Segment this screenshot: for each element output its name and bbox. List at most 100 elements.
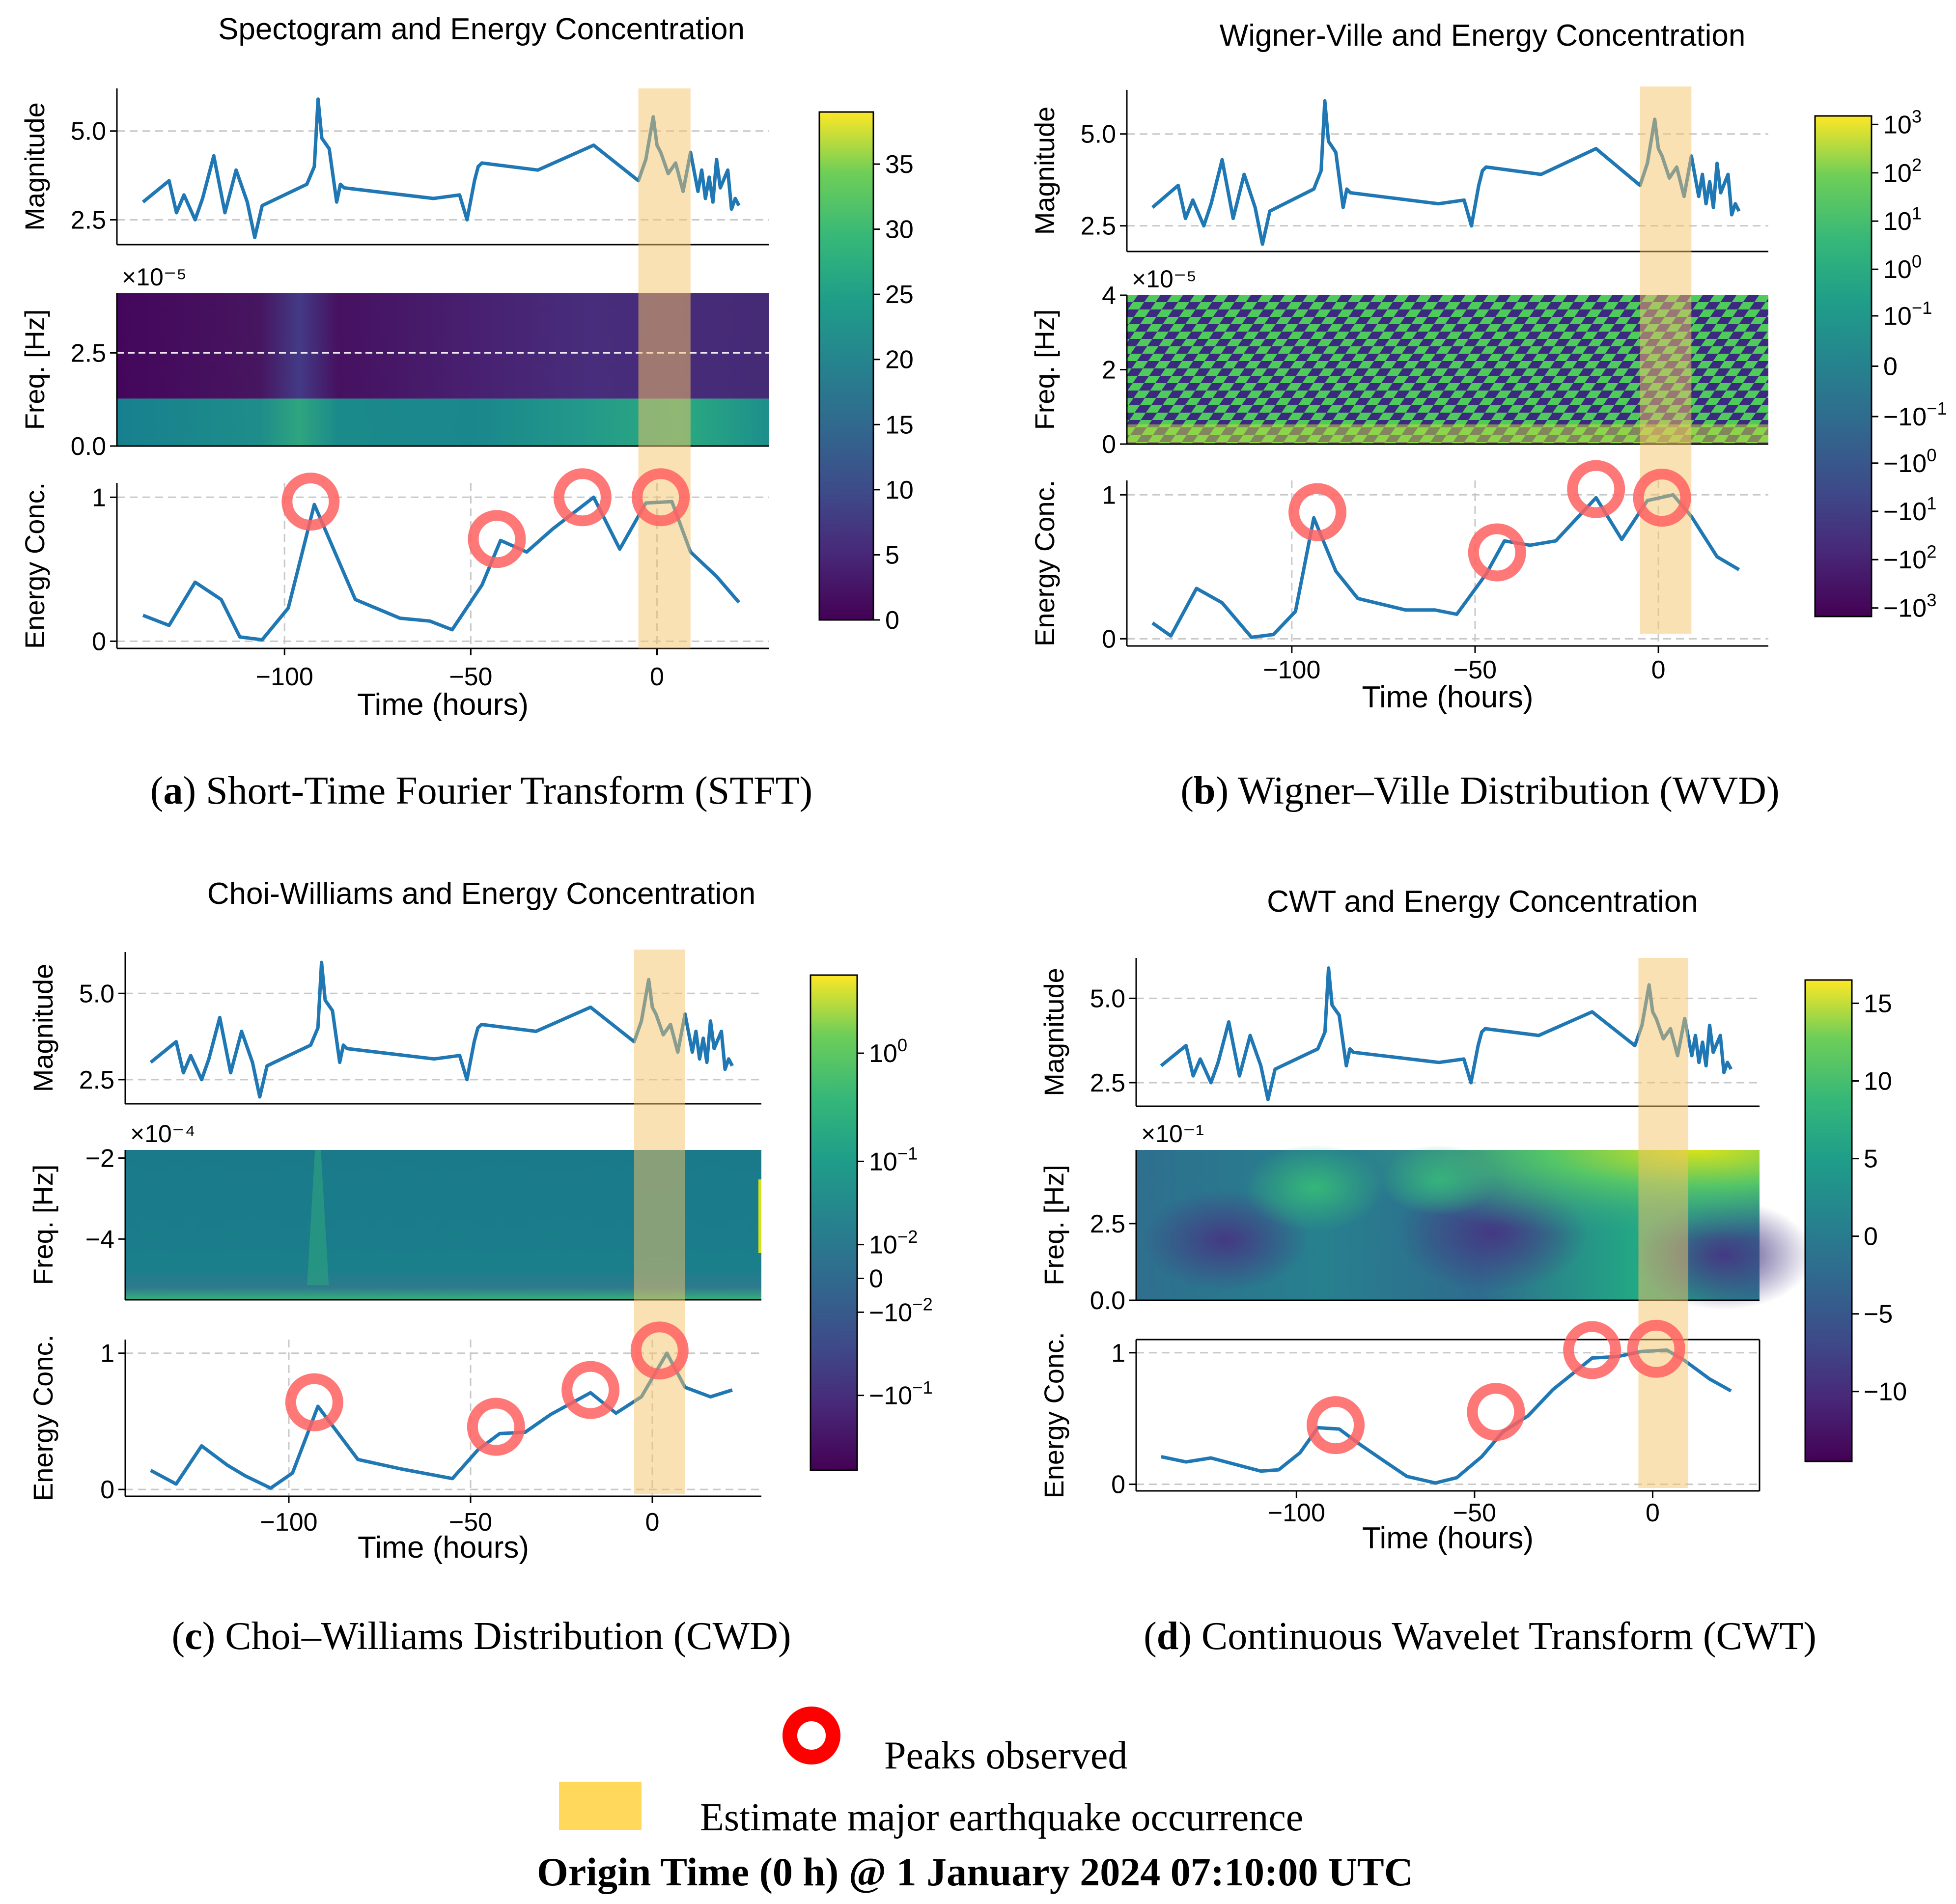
colorbar-tick-label: 0 [1864, 1223, 1878, 1251]
x-tick-label: −50 [449, 663, 492, 691]
peak-marker [632, 468, 690, 527]
magnitude-ylabel: Magnitude [28, 964, 58, 1092]
peak-legend-marker [782, 1707, 840, 1764]
energy-ylabel: Energy Conc. [28, 1335, 58, 1501]
panel-caption: (a) Short-Time Fourier Transform (STFT) [150, 769, 812, 812]
y-tick-label: 0 [1111, 1471, 1125, 1499]
panel-caption: (c) Choi–Williams Distribution (CWD) [171, 1615, 791, 1658]
peak-marker [1563, 1321, 1621, 1379]
y-tick-label: −2 [85, 1144, 114, 1173]
legend: Peaks observed Estimate major earthquake … [537, 1707, 1413, 1894]
colorbar-tick-label: 35 [885, 150, 914, 179]
tf-exponent-label: ×10⁻⁵ [1132, 265, 1197, 293]
colorbar-gradient [1804, 979, 1853, 1462]
tf-exponent-label: ×10⁻⁴ [130, 1120, 196, 1148]
y-tick-label: 1 [92, 483, 106, 512]
colorbar-tick-label: 10 [885, 476, 914, 504]
colorbar-tick-label: 30 [885, 216, 914, 244]
magnitude-subplot: 2.5 5.0 Magnitude [19, 88, 769, 246]
chart-title: CWT and Energy Concentration [1267, 885, 1698, 919]
colorbar-tick-label: 25 [885, 280, 914, 309]
colorbar-tick-label: 101 [1883, 203, 1922, 236]
colorbar-tick-label: −102 [1883, 541, 1936, 574]
x-tick-label: −50 [1453, 1499, 1496, 1527]
origin-time-text: Origin Time (0 h) @ 1 January 2024 07:10… [537, 1849, 1413, 1894]
earthquake-band [638, 88, 691, 648]
y-tick-label: 2.5 [71, 339, 106, 367]
cwd-edge-high [758, 1179, 761, 1253]
earthquake-legend-label: Estimate major earthquake occurrence [700, 1796, 1303, 1839]
peak-marker [1307, 1396, 1365, 1455]
y-tick-label: 2.5 [1090, 1069, 1125, 1097]
colorbar-tick-label: −10 [1864, 1378, 1907, 1406]
y-tick-label: 2.5 [1081, 212, 1116, 241]
x-axis-label: Time (hours) [1362, 1521, 1534, 1555]
panel-caption: (b) Wigner–Ville Distribution (WVD) [1180, 769, 1779, 812]
colorbar-tick-label: 20 [885, 346, 914, 374]
peak-marker [553, 468, 612, 527]
peak-marker [1567, 460, 1625, 518]
y-tick-label: 0 [100, 1476, 114, 1504]
y-tick-label: 1 [1102, 481, 1116, 509]
peaks-legend-label: Peaks observed [884, 1734, 1127, 1777]
colorbar-tick-label: 0 [885, 606, 899, 635]
colorbar: 100 10−1 10−2 0−10−2 −10−1 [810, 974, 933, 1471]
colorbar-tick-label: 5 [1864, 1145, 1878, 1174]
colorbar-tick-label: 10−1 [869, 1143, 918, 1176]
colorbar-tick-label: 5 [885, 541, 899, 569]
x-tick-label: −50 [1453, 656, 1497, 684]
y-tick-label: 0.0 [71, 432, 106, 461]
y-tick-label: 2.5 [1090, 1210, 1125, 1238]
earthquake-band [1638, 958, 1688, 1488]
tf-ylabel: Freq. [Hz] [1038, 1165, 1069, 1286]
energy-ylabel: Energy Conc. [1029, 480, 1060, 646]
magnitude-series-line [141, 97, 741, 239]
colorbar-tick-label: 10−1 [1883, 298, 1932, 331]
panel-cwd: Choi-Williams and Energy Concentration 2.… [28, 877, 933, 1658]
energy-subplot: 0 1 −100 −50 0 Time (hours) Energy Conc. [1038, 1332, 1760, 1555]
panel-wvd: Wigner-Ville and Energy Concentration 2.5… [1029, 19, 1947, 812]
x-axis-label: Time (hours) [1362, 680, 1533, 714]
y-tick-label: 0.0 [1090, 1287, 1125, 1315]
colorbar-tick-label: −10−1 [1883, 398, 1947, 431]
peak-marker [281, 473, 340, 531]
magnitude-series-line [1151, 99, 1741, 246]
colorbar-tick-label: −5 [1864, 1300, 1893, 1329]
energy-ylabel: Energy Conc. [1038, 1332, 1069, 1498]
colorbar-tick-label: 100 [1883, 251, 1922, 284]
colorbar: 103 102 101 100 10−1 0 −10−1 −100 −101 −102 −103 [1814, 106, 1947, 623]
y-tick-label: 2.5 [71, 206, 106, 234]
colorbar-tick-label: 103 [1883, 106, 1922, 139]
x-axis-label: Time (hours) [357, 688, 529, 722]
tf-exponent-label: ×10⁻¹ [1141, 1120, 1204, 1148]
peak-marker [561, 1361, 620, 1419]
x-tick-label: 0 [1646, 1499, 1660, 1527]
y-tick-label: 5.0 [1081, 120, 1116, 149]
y-tick-label: 5.0 [79, 980, 114, 1008]
colorbar-tick-label: −103 [1883, 590, 1936, 623]
colorbar-tick-label: 15 [885, 411, 914, 439]
y-tick-label: 4 [1102, 281, 1116, 310]
magnitude-ylabel: Magnitude [19, 102, 50, 231]
x-tick-label: −50 [449, 1508, 492, 1537]
colorbar-tick-label: −101 [1883, 493, 1936, 526]
panel-caption: (d) Continuous Wavelet Transform (CWT) [1144, 1615, 1816, 1658]
magnitude-series-line [1160, 966, 1733, 1101]
peak-marker [1467, 1383, 1525, 1441]
colorbar-tick-label: 100 [869, 1035, 907, 1068]
y-tick-label: 1 [100, 1340, 114, 1368]
peak-marker [1288, 483, 1347, 541]
colorbar-tick-label: −10−2 [869, 1294, 933, 1327]
peak-marker [1633, 469, 1691, 527]
colorbar-tick-label: 0 [1883, 353, 1898, 381]
y-tick-label: 0 [92, 627, 106, 656]
colorbar-tick-label: 102 [1883, 155, 1922, 188]
earthquake-band [634, 950, 685, 1494]
colorbar: 15 10 5 0 −5 −10 [1804, 979, 1907, 1462]
x-tick-label: −100 [1263, 656, 1320, 684]
chart-title: Spectogram and Energy Concentration [218, 12, 745, 46]
x-tick-label: −100 [260, 1508, 317, 1537]
peak-marker [285, 1373, 343, 1431]
y-tick-label: 1 [1111, 1339, 1125, 1368]
